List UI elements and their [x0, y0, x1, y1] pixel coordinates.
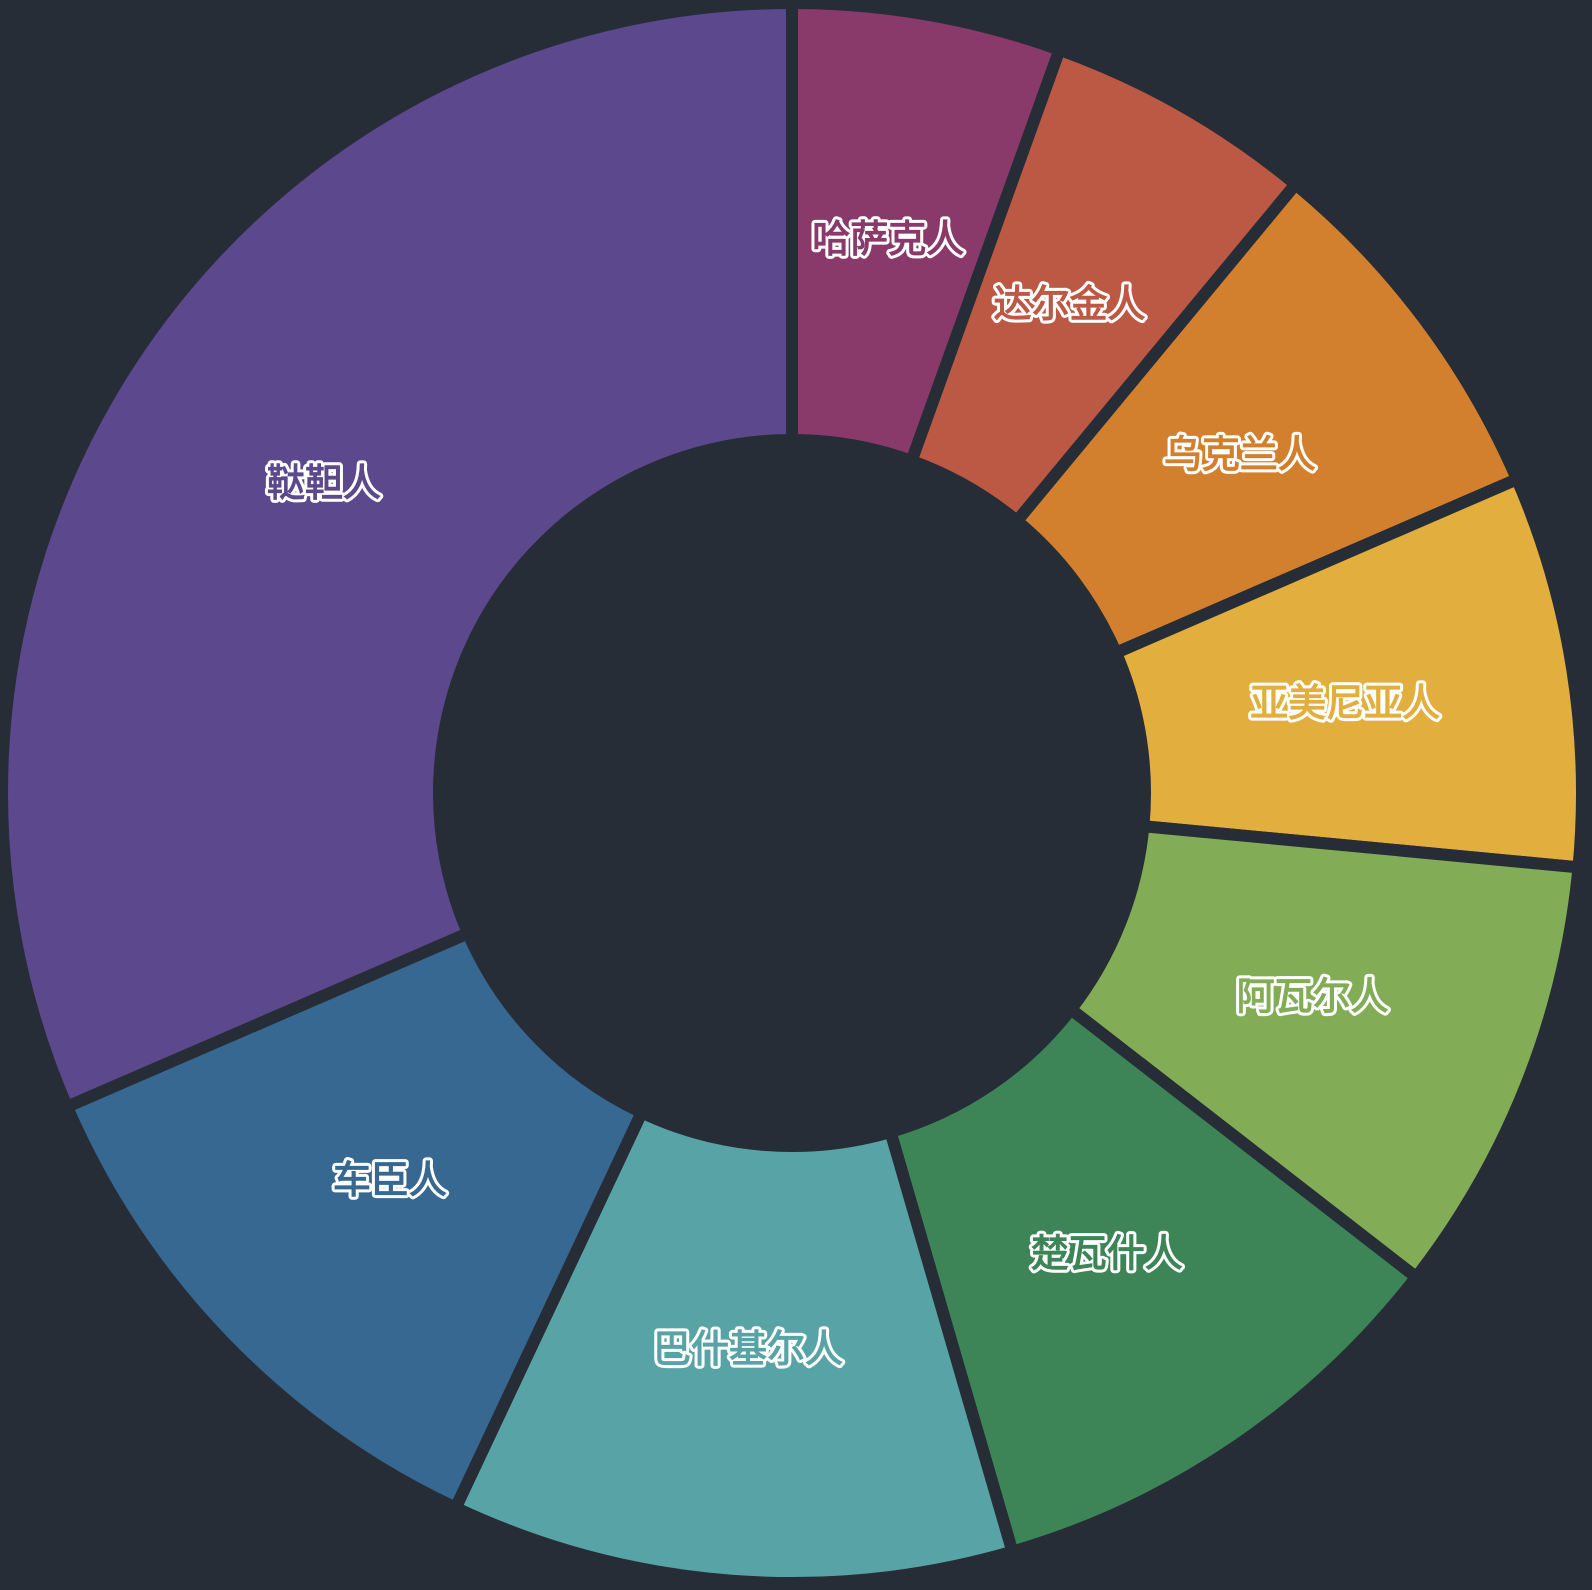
slice-label-4: 阿瓦尔人	[1237, 975, 1389, 1019]
slice-label-7: 车臣人	[333, 1158, 447, 1202]
slice-label-8: 鞑靼人	[267, 461, 381, 505]
slice-4[interactable]	[1064, 820, 1585, 1284]
slice-label-2: 乌克兰人	[1164, 432, 1316, 476]
slice-label-0: 哈萨克人	[812, 217, 964, 261]
slice-label-1: 达尔金人	[993, 282, 1145, 326]
slice-label-5: 楚瓦什人	[1031, 1232, 1183, 1276]
slice-3[interactable]	[1109, 473, 1588, 874]
slice-7[interactable]	[60, 927, 648, 1514]
slice-label-3: 亚美尼亚人	[1250, 681, 1440, 725]
slice-5[interactable]	[884, 1003, 1423, 1558]
slice-2[interactable]	[1011, 178, 1524, 659]
slice-label-6: 巴什基尔人	[653, 1327, 843, 1371]
slice-8[interactable]	[0, 0, 798, 1113]
slice-6[interactable]	[449, 1106, 1019, 1589]
